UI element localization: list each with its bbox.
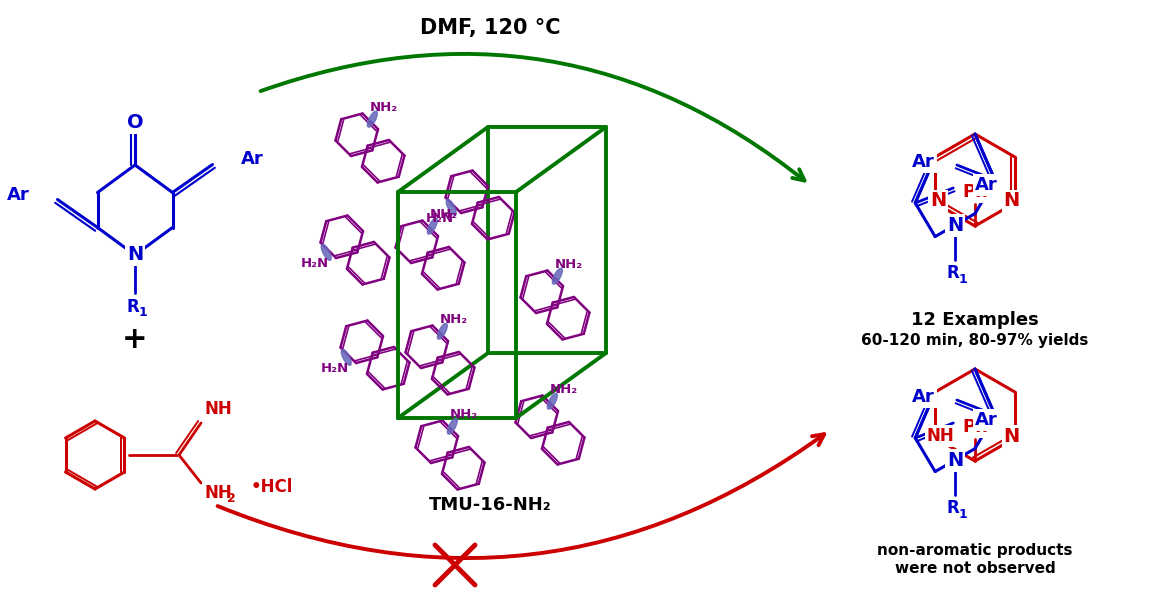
Text: N: N <box>1003 426 1020 445</box>
Text: Ar: Ar <box>976 176 998 194</box>
Text: NH₂: NH₂ <box>554 259 583 271</box>
Polygon shape <box>367 111 378 127</box>
Text: Ar: Ar <box>976 411 998 429</box>
Text: NH₂: NH₂ <box>370 101 397 115</box>
Text: R: R <box>127 298 139 316</box>
Text: were not observed: were not observed <box>895 561 1055 576</box>
Text: NH: NH <box>204 484 232 502</box>
Text: N: N <box>947 215 963 235</box>
Text: Ar: Ar <box>7 185 30 204</box>
Polygon shape <box>341 350 351 365</box>
Text: 1: 1 <box>138 306 147 320</box>
Text: Ar: Ar <box>912 388 935 406</box>
Text: Ph: Ph <box>962 183 988 201</box>
Text: 1: 1 <box>958 508 968 520</box>
Text: 1: 1 <box>958 273 968 285</box>
Text: N: N <box>127 245 143 265</box>
Polygon shape <box>553 268 562 284</box>
Text: H₂N: H₂N <box>321 362 349 375</box>
Polygon shape <box>438 323 447 339</box>
Text: 60-120 min, 80-97% yields: 60-120 min, 80-97% yields <box>862 332 1089 348</box>
Text: N: N <box>1003 192 1020 210</box>
Text: TMU-16-NH₂: TMU-16-NH₂ <box>429 496 552 514</box>
Text: NH₂: NH₂ <box>550 384 577 396</box>
Polygon shape <box>446 199 456 215</box>
Text: non-aromatic products: non-aromatic products <box>878 542 1073 558</box>
Text: Ph: Ph <box>962 418 988 436</box>
Polygon shape <box>547 393 558 409</box>
Text: R: R <box>947 499 960 517</box>
Text: N: N <box>947 451 963 470</box>
Text: R: R <box>947 264 960 282</box>
Text: NH: NH <box>926 427 954 445</box>
Text: Ar: Ar <box>241 151 264 168</box>
Polygon shape <box>321 245 332 260</box>
Text: +: + <box>122 326 147 354</box>
Text: NH: NH <box>204 400 232 418</box>
Text: 12 Examples: 12 Examples <box>911 311 1039 329</box>
Text: •HCl: •HCl <box>251 478 294 496</box>
Text: 2: 2 <box>227 492 235 506</box>
Text: NH₂: NH₂ <box>440 314 468 326</box>
Text: NH₂: NH₂ <box>449 409 478 422</box>
Text: H₂N: H₂N <box>301 257 329 270</box>
Polygon shape <box>427 218 438 234</box>
Text: H₂N: H₂N <box>426 212 454 225</box>
Text: NH₂: NH₂ <box>430 209 457 221</box>
Text: N: N <box>930 192 946 210</box>
Text: O: O <box>127 113 143 132</box>
Text: DMF, 120 °C: DMF, 120 °C <box>419 18 560 38</box>
Polygon shape <box>447 418 457 434</box>
Text: Ar: Ar <box>912 153 935 171</box>
